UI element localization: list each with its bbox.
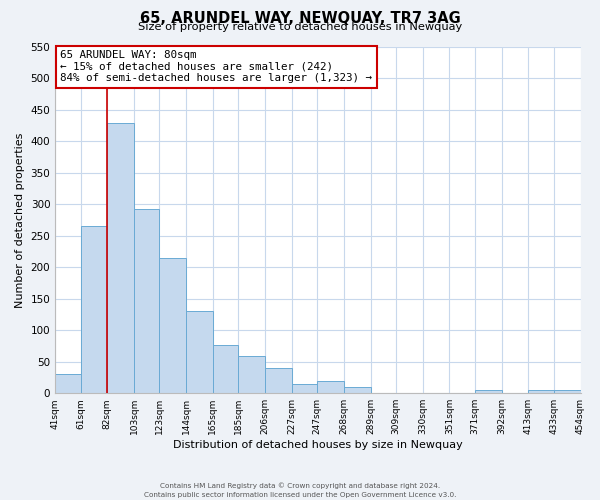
Text: Size of property relative to detached houses in Newquay: Size of property relative to detached ho… bbox=[138, 22, 462, 32]
Bar bbox=[213, 346, 238, 393]
Bar bbox=[186, 312, 213, 393]
Bar bbox=[80, 226, 107, 393]
Text: 65, ARUNDEL WAY, NEWQUAY, TR7 3AG: 65, ARUNDEL WAY, NEWQUAY, TR7 3AG bbox=[140, 11, 460, 26]
Text: Contains HM Land Registry data © Crown copyright and database right 2024.: Contains HM Land Registry data © Crown c… bbox=[160, 482, 440, 489]
Bar bbox=[554, 390, 581, 393]
Text: 65 ARUNDEL WAY: 80sqm
← 15% of detached houses are smaller (242)
84% of semi-det: 65 ARUNDEL WAY: 80sqm ← 15% of detached … bbox=[61, 50, 373, 83]
Bar bbox=[265, 368, 292, 393]
Bar bbox=[292, 384, 317, 393]
Bar bbox=[529, 390, 554, 393]
Bar bbox=[475, 390, 502, 393]
Bar bbox=[134, 209, 160, 393]
Bar bbox=[160, 258, 186, 393]
Text: Contains public sector information licensed under the Open Government Licence v3: Contains public sector information licen… bbox=[144, 492, 456, 498]
Bar bbox=[107, 124, 134, 393]
Bar bbox=[317, 380, 344, 393]
X-axis label: Distribution of detached houses by size in Newquay: Distribution of detached houses by size … bbox=[173, 440, 463, 450]
Bar bbox=[55, 374, 80, 393]
Bar bbox=[238, 356, 265, 393]
Y-axis label: Number of detached properties: Number of detached properties bbox=[15, 132, 25, 308]
Bar bbox=[344, 387, 371, 393]
